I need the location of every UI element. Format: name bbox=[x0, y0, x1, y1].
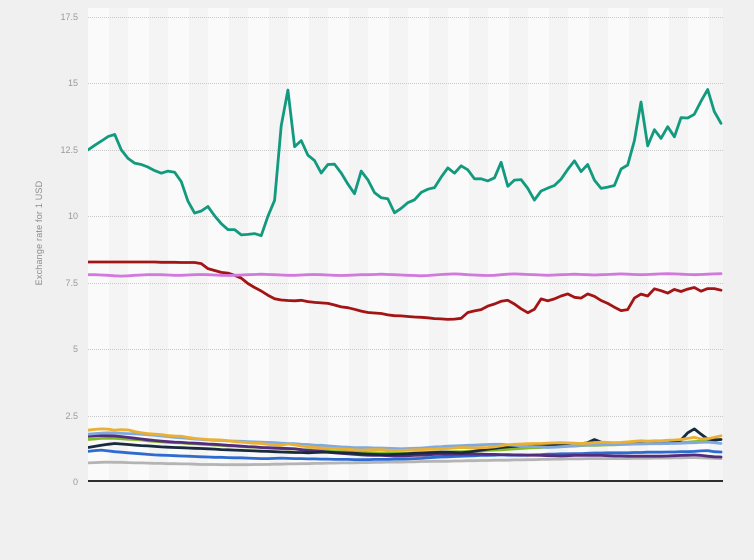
gridline bbox=[88, 150, 723, 151]
series-line-pink bbox=[88, 272, 723, 278]
y-tick-label: 17.5 bbox=[60, 12, 78, 22]
series-line-blue bbox=[88, 448, 723, 462]
gridline bbox=[88, 283, 723, 284]
series-line-dark-red bbox=[88, 260, 723, 321]
plot-area[interactable] bbox=[88, 8, 723, 482]
y-tick-label: 7.5 bbox=[65, 278, 78, 288]
y-tick-label: 15 bbox=[67, 78, 78, 88]
series-line-purple bbox=[88, 434, 723, 459]
y-axis-title: Exchange rate for 1 USD bbox=[34, 180, 44, 286]
gridline bbox=[88, 216, 723, 217]
gridline bbox=[88, 416, 723, 417]
series-line-gray bbox=[88, 456, 723, 467]
y-tick-label: 2.5 bbox=[65, 411, 78, 421]
line-series-layer bbox=[88, 88, 723, 467]
series-line-teal bbox=[88, 88, 723, 238]
y-tick-label: 0 bbox=[72, 477, 78, 487]
y-tick-label: 5 bbox=[72, 344, 78, 354]
gridline bbox=[88, 349, 723, 350]
series-line-yellow bbox=[88, 427, 723, 453]
gridline bbox=[88, 17, 723, 18]
y-tick-label: 12.5 bbox=[60, 145, 78, 155]
x-axis-line bbox=[88, 480, 723, 482]
gridline bbox=[88, 83, 723, 84]
y-tick-label: 10 bbox=[67, 211, 78, 221]
